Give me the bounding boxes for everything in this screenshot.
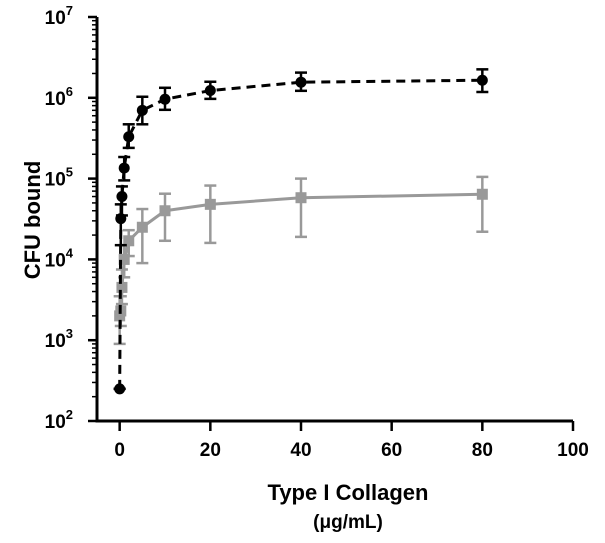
- x-tick-label: 40: [290, 440, 311, 461]
- data-point: [204, 85, 216, 97]
- y-tick-label: 106: [45, 84, 73, 110]
- data-point: [116, 191, 128, 203]
- data-point: [123, 131, 135, 143]
- data-point: [136, 104, 148, 116]
- data-point: [115, 213, 127, 225]
- series-line: [118, 78, 483, 389]
- x-tick-label: 80: [472, 440, 493, 461]
- y-axis-title: CFU bound: [20, 161, 45, 280]
- y-tick-label: 105: [45, 165, 73, 191]
- y-tick-label: 102: [45, 407, 73, 433]
- x-axis-unit: (μg/mL): [313, 512, 383, 533]
- series-1: [113, 175, 489, 346]
- data-point: [118, 162, 130, 174]
- data-point: [123, 235, 135, 247]
- axes: 102 103 104 105 106 107 0 20 40 60 80 100: [45, 3, 589, 461]
- data-point: [295, 76, 307, 88]
- series-layer: [113, 68, 489, 395]
- data-point: [114, 383, 126, 395]
- y-tick-label: 104: [45, 245, 74, 271]
- data-point: [204, 198, 216, 210]
- y-tick-label: 103: [45, 326, 73, 352]
- x-axis-title: Type I Collagen: [268, 480, 429, 505]
- data-point: [295, 192, 307, 204]
- x-tick-label: 100: [557, 440, 589, 461]
- data-point: [118, 253, 130, 265]
- data-point: [159, 205, 171, 217]
- y-tick-label: 107: [45, 3, 73, 29]
- data-point: [159, 93, 171, 105]
- x-tick-label: 0: [114, 440, 125, 461]
- data-point: [136, 221, 148, 233]
- x-tick-label: 20: [200, 440, 221, 461]
- x-tick-label: 60: [381, 440, 402, 461]
- data-point: [476, 188, 488, 200]
- data-point: [476, 74, 488, 86]
- series-0: [113, 68, 489, 395]
- series-line: [118, 192, 483, 317]
- data-point: [116, 281, 128, 293]
